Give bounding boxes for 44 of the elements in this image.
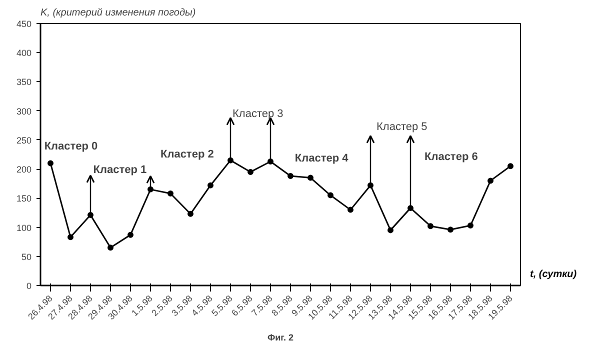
point bbox=[328, 192, 334, 198]
annotation: Кластер 4 bbox=[294, 152, 350, 164]
annotation: Кластер 2 bbox=[160, 148, 214, 160]
point bbox=[128, 232, 134, 238]
text: Фиг. 2 bbox=[267, 332, 294, 342]
point bbox=[68, 234, 74, 240]
point bbox=[408, 205, 414, 212]
point bbox=[228, 157, 234, 164]
point bbox=[288, 173, 294, 180]
point bbox=[208, 182, 214, 188]
point bbox=[388, 227, 394, 234]
annotation: Кластер 0 bbox=[44, 140, 98, 153]
point bbox=[88, 212, 94, 218]
point bbox=[348, 206, 354, 213]
y-tick-label: 400 bbox=[16, 48, 32, 58]
y-tick-label: 300 bbox=[16, 106, 32, 116]
y-tick-label: 350 bbox=[16, 77, 32, 88]
annotation: Кластер 6 bbox=[424, 151, 478, 164]
point bbox=[508, 163, 514, 170]
point bbox=[448, 226, 454, 233]
x-axis-title: t, (сутки) bbox=[530, 268, 577, 282]
y-tick-label: 250 bbox=[16, 135, 32, 146]
point bbox=[308, 174, 314, 181]
y-tick-label: 0 bbox=[26, 281, 32, 291]
point bbox=[188, 210, 194, 217]
y-tick-label: 50 bbox=[21, 252, 32, 262]
point bbox=[368, 182, 374, 188]
point bbox=[148, 186, 154, 192]
point bbox=[48, 160, 54, 166]
point bbox=[108, 244, 114, 251]
point bbox=[168, 190, 174, 197]
y-tick-label: 450 bbox=[16, 19, 32, 29]
y-tick-label: 100 bbox=[16, 222, 32, 233]
point bbox=[268, 158, 274, 164]
point bbox=[488, 178, 494, 184]
y-axis-title: K, (критерий изменения погоды) bbox=[40, 8, 196, 18]
point bbox=[468, 222, 474, 229]
point bbox=[428, 223, 434, 230]
annotation: Кластер 3 bbox=[232, 108, 284, 120]
point bbox=[248, 168, 254, 175]
y-tick-label: 150 bbox=[16, 194, 32, 204]
annotation: Кластер 1 bbox=[93, 164, 147, 176]
annotation: Кластер 5 bbox=[376, 120, 428, 133]
y-tick-label: 200 bbox=[16, 164, 32, 175]
